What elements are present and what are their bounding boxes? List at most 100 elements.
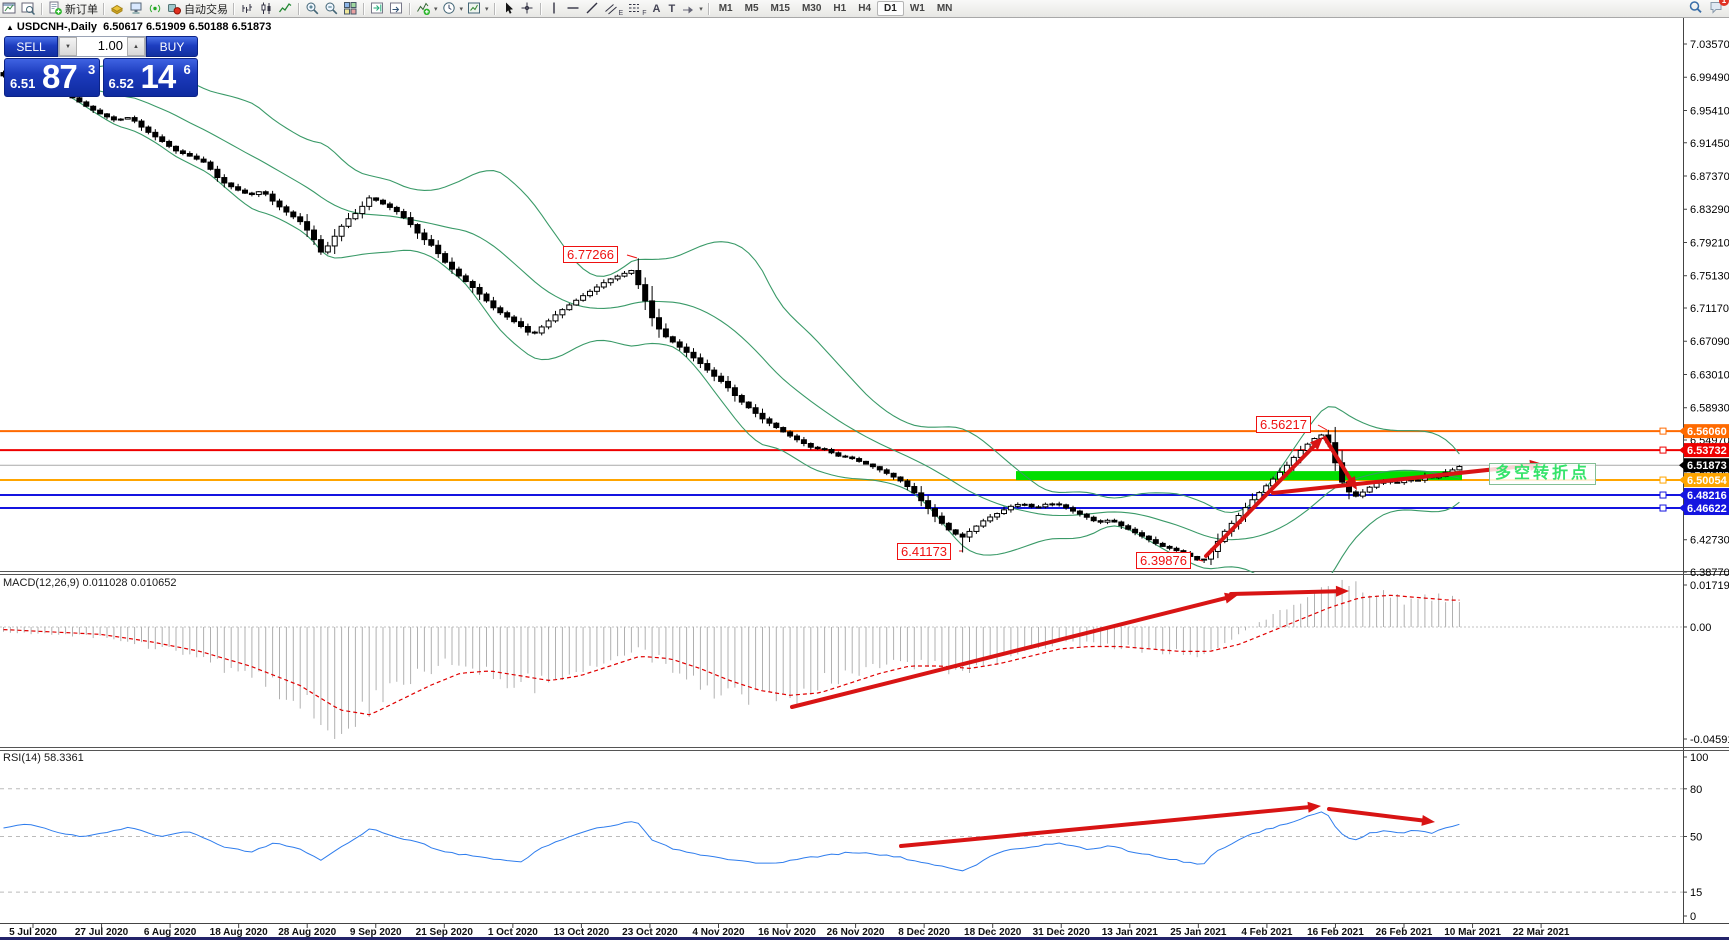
buy-button[interactable]: BUY [146, 36, 198, 57]
templates-icon[interactable]: ▾ [465, 1, 491, 17]
sell-price-button[interactable]: 6.51 87 3 [4, 58, 100, 97]
tile-windows-icon [343, 1, 358, 16]
timeframe-button-h1[interactable]: H1 [833, 3, 847, 14]
symbol-ohlc-line: ▲ USDCNH-,Daily 6.50617 6.51909 6.50188 6… [6, 21, 271, 33]
trend-arrow[interactable] [1323, 436, 1356, 487]
candle [311, 229, 317, 241]
timeframe-button-w1[interactable]: W1 [909, 3, 925, 14]
candle [1056, 503, 1063, 506]
candle [635, 270, 642, 286]
buy-price-button[interactable]: 6.52 14 6 [102, 58, 198, 97]
volume-increase-button[interactable]: ▲ [127, 37, 145, 56]
candle [573, 299, 580, 306]
auto-trading-button[interactable]: 自动交易 [165, 1, 230, 17]
support-band[interactable] [1016, 471, 1462, 481]
search-icon[interactable] [1688, 0, 1703, 18]
trend-arrow[interactable] [1204, 439, 1321, 558]
timeframe-button-mn[interactable]: MN [936, 3, 953, 14]
trendline-icon[interactable] [583, 1, 602, 17]
trend-arrow[interactable] [899, 804, 1317, 848]
shapes-icon[interactable]: ▾ [679, 1, 705, 17]
candle [235, 186, 242, 191]
trend-arrow-head[interactable] [1310, 437, 1323, 451]
trend-arrow[interactable] [790, 594, 1234, 709]
tile-windows-icon[interactable] [341, 1, 360, 17]
fibonacci-icon-sub-label: F [642, 9, 647, 17]
candle [662, 328, 669, 338]
timeframe-button-m30[interactable]: M30 [801, 3, 822, 14]
zoom-in-icon[interactable] [303, 1, 322, 17]
date-label: 13 Jan 2021 [1102, 927, 1159, 938]
zoom-out-icon[interactable] [322, 1, 341, 17]
line-handle[interactable] [1659, 446, 1667, 454]
candlestick-chart-icon[interactable] [257, 1, 276, 17]
chart-window-icon[interactable] [0, 1, 19, 17]
line-handle[interactable] [1659, 504, 1667, 512]
timeframe-button-d1[interactable]: D1 [877, 1, 904, 16]
volume-input[interactable]: 1.00 [97, 38, 123, 53]
indicators-icon[interactable]: ▾ [414, 1, 440, 17]
trendline-icon [585, 1, 600, 16]
trend-arrow[interactable] [1327, 807, 1431, 824]
new-order-button[interactable]: 新订单 [46, 1, 100, 17]
candle [386, 203, 393, 208]
timeframe-button-m15[interactable]: M15 [770, 3, 790, 14]
signal-icon[interactable] [146, 1, 165, 17]
price-marker-text: 6.48216 [1687, 490, 1727, 502]
volume-decrease-button[interactable]: ▼ [59, 37, 77, 56]
timeframe-button-h4[interactable]: H4 [858, 3, 872, 14]
channel-icon[interactable]: E [602, 1, 626, 17]
price-marker-pointer [1679, 446, 1684, 455]
candle [469, 281, 476, 289]
auto-trading-button [167, 1, 182, 16]
trend-arrow[interactable] [1229, 589, 1345, 596]
line-handle[interactable] [1659, 476, 1667, 484]
sell-button[interactable]: SELL [4, 36, 58, 57]
candle [614, 275, 621, 280]
symbol-ohlc-values: 6.50617 6.51909 6.50188 6.51873 [103, 21, 272, 33]
rsi-axis-label: 100 [1690, 752, 1708, 764]
line-handle[interactable] [1659, 491, 1667, 499]
trend-arrow-head[interactable] [1421, 815, 1435, 826]
deposit-icon[interactable] [108, 1, 127, 17]
rsi-axis-label: 50 [1690, 832, 1702, 844]
text-icon[interactable]: A [649, 1, 665, 17]
terminal-icon[interactable] [127, 1, 146, 17]
price-callout[interactable]: 6.39876 [1136, 552, 1191, 569]
price-callout[interactable]: 6.77266 [563, 246, 618, 263]
line-handle[interactable] [1659, 427, 1667, 435]
sell-price-pips: 87 [42, 58, 78, 95]
bar-chart-icon[interactable] [238, 1, 257, 17]
text-label-icon[interactable]: T [664, 1, 679, 17]
auto-scroll-icon[interactable] [387, 1, 406, 17]
candle [911, 486, 918, 494]
crosshair-icon[interactable] [518, 1, 537, 17]
trend-arrow-head[interactable] [1335, 585, 1349, 597]
fibonacci-icon[interactable]: F [625, 1, 648, 17]
zoom-window-icon[interactable] [19, 1, 38, 17]
line-chart-icon[interactable] [276, 1, 295, 17]
analyst-note[interactable]: 多空转折点 [1489, 463, 1597, 485]
price-marker-text: 6.51873 [1687, 460, 1727, 472]
periods-icon[interactable]: ▾ [440, 1, 466, 17]
macd-axis-label: 0.00 [1690, 622, 1711, 634]
price-tick-label: 6.38770 [1690, 567, 1729, 579]
shift-end-icon[interactable] [368, 1, 387, 17]
candle [787, 431, 794, 437]
price-callout[interactable]: 6.56217 [1256, 416, 1311, 433]
vertical-line-icon[interactable] [545, 1, 564, 17]
timeframe-button-m5[interactable]: M5 [744, 3, 759, 14]
candle [207, 161, 214, 170]
horizontal-line-icon[interactable] [564, 1, 583, 17]
candle [524, 325, 531, 333]
cursor-icon[interactable] [499, 1, 518, 17]
trend-arrow-head[interactable] [1307, 801, 1322, 813]
candle [1049, 503, 1056, 506]
chat-icon[interactable]: 1 [1709, 0, 1729, 18]
new-order-button-label: 新订单 [65, 3, 98, 16]
candle [1001, 509, 1007, 515]
candle [1063, 504, 1070, 509]
price-callout[interactable]: 6.41173 [897, 543, 952, 560]
timeframe-button-m1[interactable]: M1 [718, 3, 733, 14]
candle [366, 197, 373, 207]
